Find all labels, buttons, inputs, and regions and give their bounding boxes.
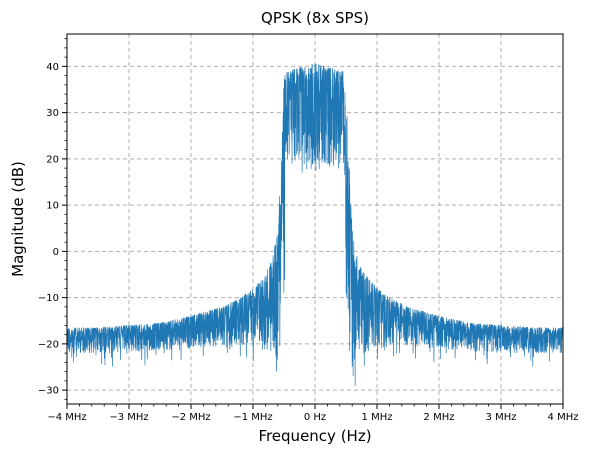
x-tick-label-4: 0 Hz [304, 412, 326, 423]
spectrum-trace [66, 63, 564, 386]
x-axis-label: Frequency (Hz) [258, 427, 371, 445]
y-tick-label-1: −20 [38, 339, 59, 350]
y-tick-label-5: 20 [46, 154, 59, 165]
y-tick-label-3: 0 [53, 247, 59, 258]
y-tick-label-2: −10 [38, 293, 59, 304]
x-tick-label-3: −1 MHz [233, 412, 272, 423]
y-tick-label-6: 30 [46, 108, 59, 119]
x-tick-label-6: 2 MHz [424, 412, 455, 423]
minor-ticks [64, 38, 551, 407]
x-tick-label-1: −3 MHz [109, 412, 148, 423]
y-tick-label-0: −30 [38, 386, 59, 397]
series-group [66, 63, 564, 386]
x-tick-label-5: 1 MHz [362, 412, 393, 423]
x-axis-ticks: −4 MHz −3 MHz −2 MHz −1 MHz 0 Hz 1 MHz 2 MHz 3 … [47, 404, 578, 423]
x-tick-label-7: 3 MHz [486, 412, 517, 423]
y-axis-label: Magnitude (dB) [9, 161, 27, 277]
y-tick-label-4: 10 [46, 201, 59, 212]
x-tick-label-8: 4 MHz [548, 412, 579, 423]
chart-title: QPSK (8x SPS) [261, 9, 369, 27]
x-tick-label-2: −2 MHz [171, 412, 210, 423]
y-axis-ticks: −30 −20 −10 0 10 20 30 40 [38, 62, 67, 397]
y-tick-label-7: 40 [46, 62, 59, 73]
x-tick-label-0: −4 MHz [47, 412, 86, 423]
